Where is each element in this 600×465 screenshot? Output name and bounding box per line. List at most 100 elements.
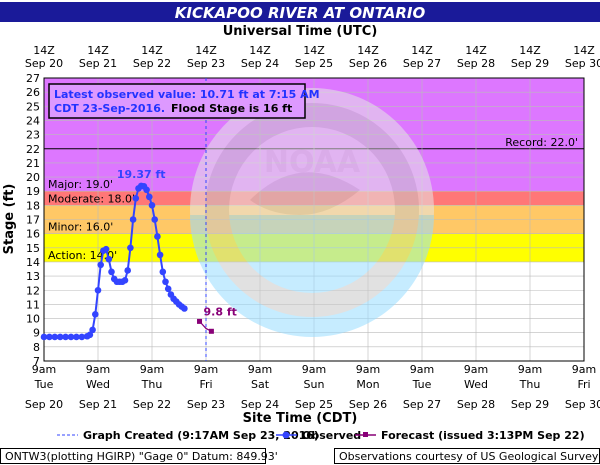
bottom-tick-day: Thu [141, 378, 163, 391]
observed-point [62, 333, 69, 341]
observed-point [97, 261, 104, 269]
y-tick-label: 23 [26, 129, 40, 142]
bottom-tick-time: 9am [572, 363, 596, 376]
top-tick-date: Sep 27 [403, 57, 441, 70]
top-tick-date: Sep 30 [565, 57, 600, 70]
y-tick-label: 16 [26, 228, 40, 241]
flood-band-label-3: Major: 19.0' [48, 178, 113, 191]
bottom-tick-date: Sep 30 [565, 398, 600, 411]
observed-point [94, 286, 102, 294]
bottom-tick-day: Sat [251, 378, 270, 391]
noaa-logo: NOAA [190, 88, 434, 337]
bottom-tick-date: Sep 24 [241, 398, 279, 411]
legend-observed-marker [282, 431, 290, 439]
flood-band-label-2: Moderate: 18.0' [48, 192, 135, 205]
bottom-tick-day: Tue [412, 378, 432, 391]
bottom-tick-day: Tue [34, 378, 54, 391]
bottom-tick-date: Sep 28 [457, 398, 495, 411]
y-tick-label: 7 [33, 355, 40, 368]
forecast-point [208, 328, 214, 334]
observed-point [129, 216, 137, 223]
top-tick-date: Sep 25 [295, 57, 333, 70]
observed-point [156, 251, 164, 259]
y-tick-label: 18 [26, 199, 40, 212]
latest-observed-line2: CDT 23-Sep-2016. Flood Stage is 16 ft [54, 102, 292, 115]
bottom-tick-date: Sep 29 [511, 398, 549, 411]
latest-observed-date: CDT 23-Sep-2016. [54, 102, 165, 115]
bottom-tick-date: Sep 26 [349, 398, 387, 411]
observed-point [92, 311, 99, 318]
observed-point [181, 305, 188, 312]
legend-created-label: Graph Created (9:17AM Sep 23, 2016) [83, 429, 319, 442]
observed-point [132, 194, 140, 202]
legend-forecast-marker [363, 432, 368, 437]
chart-title: KICKAPOO RIVER AT ONTARIO [175, 4, 426, 22]
bottom-tick-date: Sep 23 [187, 398, 225, 411]
top-tick-label: 14Z [249, 44, 271, 57]
courtesy-text: Observations courtesy of US Geological S… [339, 450, 599, 463]
bottom-tick-time: 9am [410, 363, 434, 376]
top-tick-label: 14Z [519, 44, 541, 57]
top-tick-label: 14Z [465, 44, 487, 57]
bottom-tick-time: 9am [464, 363, 488, 376]
observed-point [146, 193, 153, 201]
y-tick-label: 21 [26, 157, 40, 170]
top-axis-label: Universal Time (UTC) [223, 24, 378, 39]
y-tick-label: 13 [26, 270, 40, 283]
y-tick-label: 15 [26, 242, 40, 255]
top-tick-date: Sep 29 [511, 57, 549, 70]
y-tick-label: 20 [26, 171, 40, 184]
record-label: Record: 22.0' [505, 136, 578, 149]
observed-point [154, 233, 161, 240]
flood-band-labels: Action: 14.0' Minor: 16.0' Moderate: 18.0'… [48, 136, 578, 262]
top-tick-date: Sep 26 [349, 57, 387, 70]
observed-point [105, 255, 113, 263]
y-tick-label: 25 [26, 100, 40, 113]
top-tick-label: 14Z [33, 44, 55, 57]
observed-point [67, 333, 75, 341]
top-tick-date: Sep 28 [457, 57, 495, 70]
observed-point [56, 333, 64, 341]
bottom-tick-day: Mon [356, 378, 379, 391]
observed-point [89, 326, 96, 334]
y-tick-label: 11 [26, 298, 40, 311]
y-tick-label: 10 [26, 313, 40, 326]
observed-point [78, 333, 86, 341]
y-axis-label: Stage (ft) [2, 184, 17, 255]
bottom-tick-day: Thu [519, 378, 541, 391]
bottom-tick-day: Fri [199, 378, 212, 391]
legend-forecast-label: Forecast (issued 3:13PM Sep 22) [381, 429, 585, 442]
gauge-info-box: ONTW3(plotting HGIRP) "Gage 0" Datum: 84… [0, 448, 278, 464]
y-tick-label: 17 [26, 214, 40, 227]
observed-point [40, 333, 48, 341]
observed-series [40, 182, 188, 341]
top-tick-date: Sep 24 [241, 57, 279, 70]
y-tick-label: 27 [26, 72, 40, 85]
svg-text:NOAA: NOAA [264, 145, 361, 180]
bottom-tick-time: 9am [140, 363, 164, 376]
bottom-tick-date: Sep 25 [295, 398, 333, 411]
observed-point [102, 245, 110, 253]
flood-stage-text: Flood Stage is 16 ft [171, 102, 292, 115]
bottom-tick-date: Sep 21 [79, 398, 117, 411]
top-tick-label: 14Z [411, 44, 433, 57]
observed-point [51, 333, 59, 341]
bottom-tick-date: Sep 20 [25, 398, 63, 411]
bottom-tick-time: 9am [86, 363, 110, 376]
top-tick-label: 14Z [303, 44, 325, 57]
bottom-tick-day: Sun [304, 378, 325, 391]
courtesy-box: Observations courtesy of US Geological S… [334, 448, 600, 464]
latest-observed-box [48, 83, 306, 119]
bottom-tick-time: 9am [356, 363, 380, 376]
top-tick-date: Sep 23 [187, 57, 225, 70]
title-bar [0, 2, 600, 22]
bottom-tick-time: 9am [302, 363, 326, 376]
y-tick-label: 22 [26, 143, 40, 156]
observed-point [124, 267, 131, 274]
bottom-tick-date: Sep 27 [403, 398, 441, 411]
legend-observed-label: Observed [302, 429, 361, 442]
bottom-tick-time: 9am [32, 363, 56, 376]
